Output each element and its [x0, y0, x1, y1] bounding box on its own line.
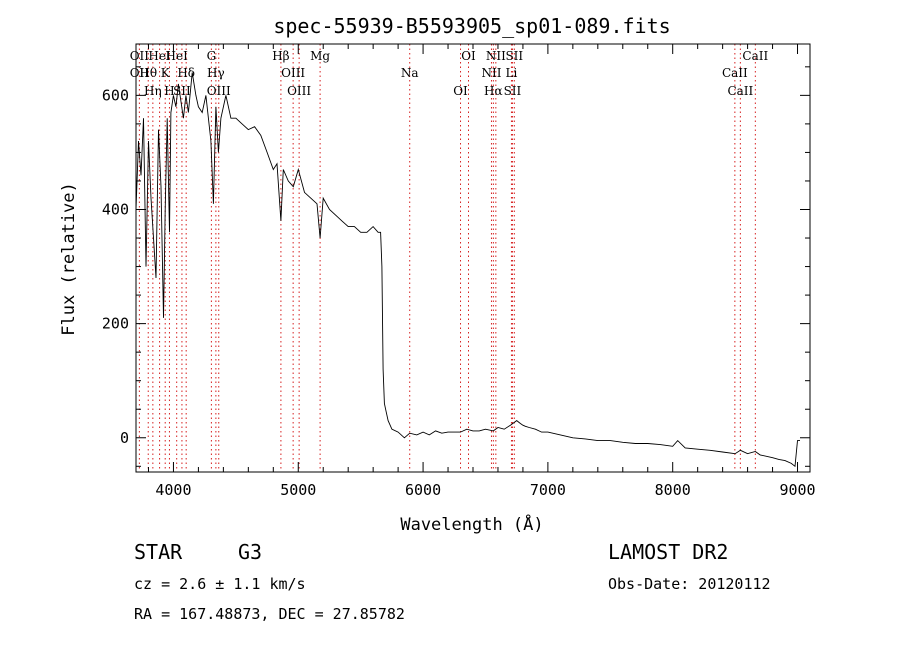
- line-label: CaII: [722, 66, 748, 80]
- line-label: SII: [173, 84, 191, 98]
- line-label: Hδ: [177, 66, 195, 80]
- line-label: SII: [505, 49, 523, 63]
- coordinates: RA = 167.48873, DEC = 27.85782: [134, 605, 405, 623]
- line-label: OI: [453, 84, 468, 98]
- y-axis-label: Flux (relative): [59, 182, 79, 336]
- y-tick-label: 0: [120, 429, 129, 447]
- observation-date: Obs-Date: 20120112: [608, 575, 771, 593]
- line-label: HeI: [166, 49, 189, 63]
- line-label: Mg: [310, 49, 330, 63]
- spectrum-line: [135, 72, 800, 468]
- chart-title: spec-55939-B5593905_sp01-089.fits: [273, 14, 670, 38]
- line-label: OI: [461, 49, 476, 63]
- object-class: STAR: [134, 540, 183, 564]
- line-label: CaII: [727, 84, 753, 98]
- x-tick-label: 7000: [530, 481, 566, 499]
- x-tick-label: 6000: [405, 481, 441, 499]
- line-label: K: [161, 66, 171, 80]
- redshift-velocity: cz = 2.6 ± 1.1 km/s: [134, 575, 306, 593]
- line-label: Na: [401, 66, 419, 80]
- spectral-line-markers: [138, 44, 756, 472]
- y-tick-label: 600: [102, 86, 129, 104]
- line-label: OIII: [287, 84, 311, 98]
- line-label: Hθ: [139, 66, 157, 80]
- line-label: Hη: [144, 84, 162, 98]
- line-label: SII: [504, 84, 522, 98]
- line-label: Hγ: [207, 66, 225, 80]
- line-label: CaII: [742, 49, 768, 63]
- y-tick-label: 200: [102, 315, 129, 333]
- line-label: HeI: [148, 49, 171, 63]
- line-label: Hα: [484, 84, 503, 98]
- survey-name: LAMOST DR2: [608, 540, 729, 564]
- spectral-line-labels: OIIOIIHθHηHeIKHHeIHδSIIGHγOIIIHβOIIIOIII…: [130, 49, 769, 98]
- line-label: H: [164, 84, 174, 98]
- line-label: Li: [506, 66, 518, 80]
- line-label: NII: [486, 49, 506, 63]
- line-label: OII: [130, 66, 150, 80]
- line-label: NII: [481, 66, 501, 80]
- x-tick-label: 5000: [280, 481, 316, 499]
- x-tick-label: 8000: [655, 481, 691, 499]
- line-label: OIII: [281, 66, 305, 80]
- line-label: Hβ: [272, 49, 289, 63]
- plot-frame: [135, 43, 811, 473]
- y-tick-label: 400: [102, 200, 129, 218]
- x-axis-label: Wavelength (Å): [400, 513, 543, 535]
- line-label: OIII: [207, 84, 231, 98]
- axis-ticks: 4000 5000 6000 7000 8000 9000 0 200 400 600: [102, 44, 816, 499]
- x-tick-label: 9000: [779, 481, 815, 499]
- object-subclass: G3: [238, 540, 263, 564]
- line-label: OII: [130, 49, 150, 63]
- x-tick-label: 4000: [155, 481, 191, 499]
- line-label: G: [207, 49, 217, 63]
